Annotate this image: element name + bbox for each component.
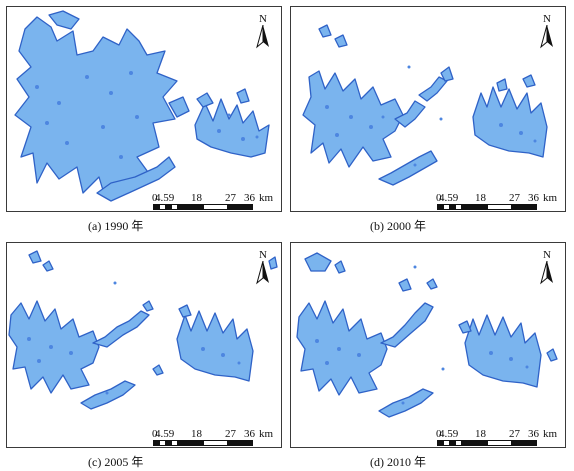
map-panel-2010: N 0 4.59 18 27 36 km — [290, 242, 566, 448]
scale-tick-3: 27 — [509, 192, 520, 204]
scale-tick-1: 4.59 — [155, 428, 175, 440]
scale-tick-4: 36 — [244, 428, 255, 440]
scale-tick-3: 27 — [225, 192, 236, 204]
scale-tick-4: 36 — [244, 192, 255, 204]
caption-2000: (b) 2000 年 — [370, 219, 426, 233]
glacier-map — [302, 24, 548, 186]
scale-labels: 0 4.59 18 27 36 km — [152, 428, 275, 440]
glacier-specks — [35, 71, 259, 159]
map-panel-2005: N 0 4.59 18 27 36 km — [6, 242, 282, 448]
scale-bar: 0 4.59 18 27 36 km — [152, 192, 275, 211]
north-label: N — [259, 13, 267, 25]
north-arrow: N — [253, 249, 273, 289]
north-arrow: N — [253, 13, 273, 53]
glacier-specks — [315, 265, 529, 405]
glacier-map — [296, 252, 558, 418]
north-arrow-icon — [540, 24, 553, 49]
scale-tick-2: 18 — [191, 428, 202, 440]
glacier-specks — [27, 281, 241, 395]
caption-2010: (d) 2010 年 — [370, 455, 426, 469]
scale-tick-4: 36 — [528, 428, 539, 440]
scale-tick-0: 0 — [152, 192, 158, 204]
scale-tick-2: 18 — [475, 428, 486, 440]
caption-1990: (a) 1990 年 — [88, 219, 144, 233]
glacier-area-east — [176, 256, 278, 382]
scale-tick-1: 4.59 — [155, 192, 175, 204]
scale-tick-3: 27 — [225, 428, 236, 440]
scale-tick-3: 27 — [509, 428, 520, 440]
scale-bar-graphic — [153, 440, 253, 446]
scale-bar-graphic — [153, 204, 253, 210]
scale-unit: km — [259, 428, 274, 440]
glacier-map — [14, 10, 270, 202]
glacier-area-west — [296, 252, 438, 418]
scale-tick-1: 4.59 — [439, 192, 459, 204]
north-label: N — [543, 13, 551, 25]
map-panel-2000: N 0 4.59 18 27 36 km — [290, 6, 566, 212]
glacier-area-west — [302, 24, 454, 186]
north-arrow-icon — [256, 260, 269, 285]
north-arrow: N — [537, 13, 557, 53]
scale-labels: 0 4.59 18 27 36 km — [152, 192, 275, 204]
scale-labels: 0 4.59 18 27 36 km — [436, 428, 559, 440]
north-arrow-icon — [256, 24, 269, 49]
scale-tick-4: 36 — [528, 192, 539, 204]
glacier-area-west — [8, 250, 164, 410]
north-arrow: N — [537, 249, 557, 289]
north-label: N — [543, 249, 551, 261]
scale-bar-graphic — [437, 204, 537, 210]
map-panel-1990: N 0 4.59 18 27 36 km — [6, 6, 282, 212]
scale-tick-0: 0 — [436, 428, 442, 440]
scale-unit: km — [259, 192, 274, 204]
glacier-map — [8, 250, 278, 410]
scale-bar-graphic — [437, 440, 537, 446]
scale-unit: km — [543, 192, 558, 204]
glacier-area-east — [472, 74, 548, 158]
north-arrow-icon — [540, 260, 553, 285]
scale-unit: km — [543, 428, 558, 440]
north-label: N — [259, 249, 267, 261]
scale-tick-0: 0 — [436, 192, 442, 204]
scale-tick-1: 4.59 — [439, 428, 459, 440]
scale-bar: 0 4.59 18 27 36 km — [436, 192, 559, 211]
glacier-specks — [325, 65, 537, 167]
scale-tick-2: 18 — [475, 192, 486, 204]
scale-bar: 0 4.59 18 27 36 km — [436, 428, 559, 447]
scale-tick-2: 18 — [191, 192, 202, 204]
scale-bar: 0 4.59 18 27 36 km — [152, 428, 275, 447]
caption-2005: (c) 2005 年 — [88, 455, 144, 469]
glacier-area-west — [14, 10, 190, 202]
glacier-area-east — [458, 314, 558, 388]
scale-labels: 0 4.59 18 27 36 km — [436, 192, 559, 204]
glacier-area-east — [194, 88, 270, 158]
scale-tick-0: 0 — [152, 428, 158, 440]
